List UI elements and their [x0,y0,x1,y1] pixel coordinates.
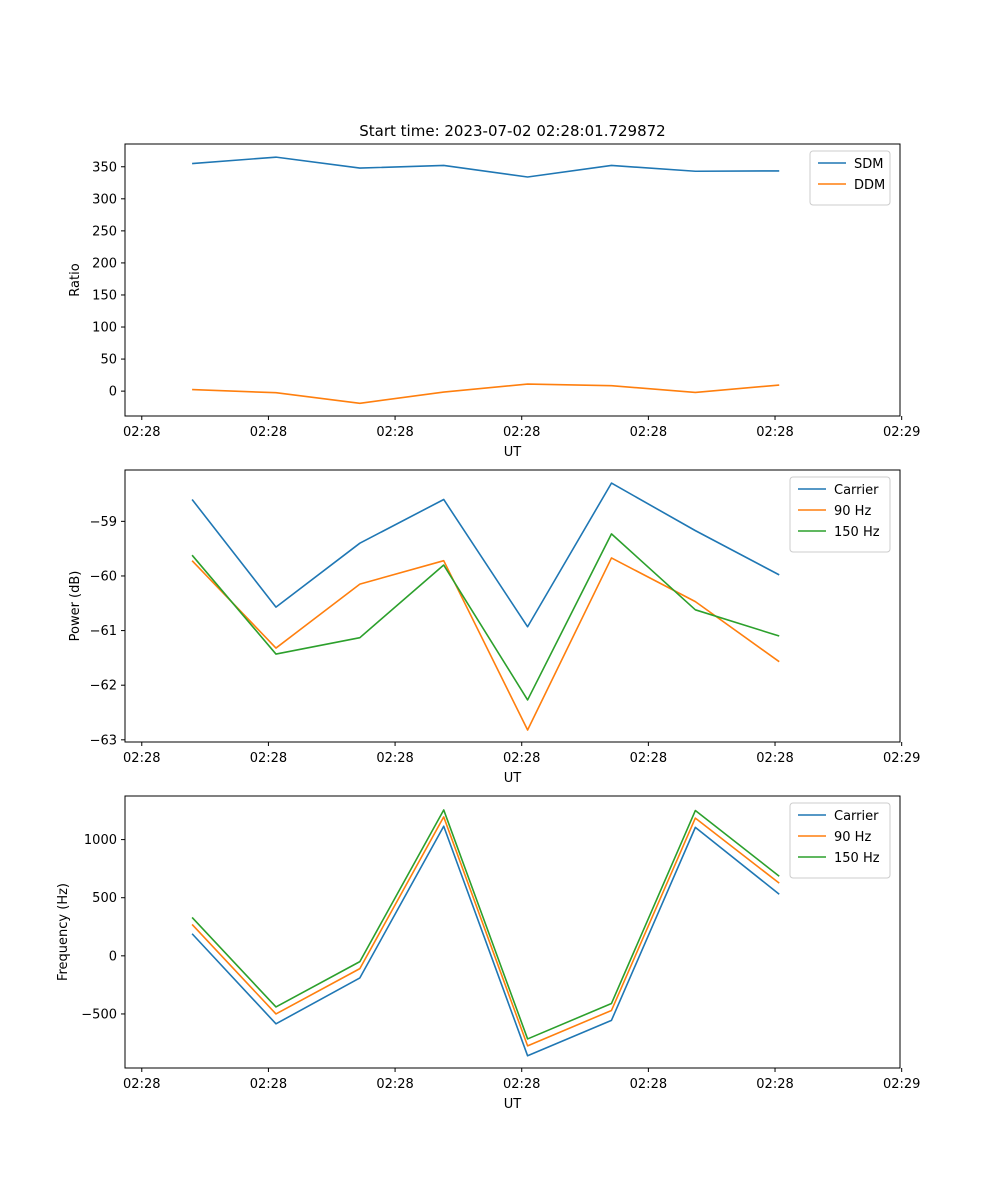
legend-box [789,802,891,879]
x-tick-label: 02:28 [756,1077,793,1092]
x-tick-label: 02:29 [883,751,920,766]
subplot-3: 02:28 02:28 02:28 02:28 02:28 02:28 02:29 −500 0… [56,795,920,1112]
x-tick-label: 02:28 [376,751,413,766]
x-axis-label: UT [504,445,522,460]
x-tick-label: 02:29 [883,425,920,440]
y-tick-label: 250 [92,224,117,239]
y-tick-label: 50 [100,353,117,368]
y-tick-label: −60 [90,569,117,584]
legend-entry: SDM [854,157,883,172]
x-tick-label: 02:28 [756,425,793,440]
y-tick-label: 100 [92,321,117,336]
x-tick-label: 02:28 [503,425,540,440]
legend-box [789,476,891,553]
legend-entry: DDM [854,178,885,193]
series-line-150-hz [191,533,780,701]
x-tick-label: 02:28 [376,1077,413,1092]
x-tick-label: 02:28 [123,425,160,440]
x-tick-label: 02:28 [503,751,540,766]
x-tick-label: 02:28 [630,425,667,440]
axes-frame [124,143,901,417]
y-tick-label: 200 [92,256,117,271]
series-line-carrier [191,825,780,1057]
y-tick-label: −500 [81,1007,117,1022]
series-line-150-hz [191,809,780,1040]
y-tick-label: −63 [90,733,117,748]
y-tick-label: 1000 [84,833,117,848]
y-tick-label: 300 [92,192,117,207]
y-tick-label: 0 [109,385,117,400]
y-tick-label: −62 [90,679,117,694]
y-axis-label: Ratio [68,263,83,296]
series-line-90-hz [191,557,780,731]
x-tick-label: 02:28 [250,425,287,440]
y-tick-label: −61 [90,624,117,639]
series-line-ddm [192,383,780,405]
x-tick-label: 02:29 [883,1077,920,1092]
subplot-2: 02:28 02:28 02:28 02:28 02:28 02:28 02:29 −63 −6… [68,469,920,786]
axes-frame [124,795,901,1069]
subplot-1: 02:28 02:28 02:28 02:28 02:28 02:28 02:29 0 50 10… [68,122,920,460]
series-line-carrier [191,482,780,628]
legend-entry: 150 Hz [834,851,880,866]
y-axis-label: Frequency (Hz) [56,883,71,981]
series-line-90-hz [191,816,780,1047]
legend-entry: 90 Hz [834,830,871,845]
y-tick-label: −59 [90,515,117,530]
y-tick-label: 350 [92,160,117,175]
series-line-sdm [192,156,780,178]
legend-entry: 150 Hz [834,525,880,540]
y-tick-label: 150 [92,288,117,303]
legend-entry: 90 Hz [834,504,871,519]
legend-entry: Carrier [834,809,879,824]
y-tick-label: 0 [109,949,117,964]
x-tick-label: 02:28 [376,425,413,440]
x-tick-label: 02:28 [503,1077,540,1092]
x-axis-label: UT [504,1097,522,1112]
y-axis-label: Power (dB) [68,571,83,642]
x-tick-label: 02:28 [123,751,160,766]
x-axis-label: UT [504,771,522,786]
legend: SDM DDM [809,150,891,206]
axes-frame [124,469,901,743]
x-tick-label: 02:28 [250,751,287,766]
x-tick-label: 02:28 [250,1077,287,1092]
x-tick-label: 02:28 [123,1077,160,1092]
y-tick-label: 500 [92,891,117,906]
legend-entry: Carrier [834,483,879,498]
chart-title: Start time: 2023-07-02 02:28:01.729872 [359,122,665,140]
legend: Carrier 90 Hz 150 Hz [789,476,891,553]
x-tick-label: 02:28 [630,1077,667,1092]
x-tick-label: 02:28 [630,751,667,766]
x-tick-label: 02:28 [756,751,793,766]
legend-box [809,150,891,206]
legend: Carrier 90 Hz 150 Hz [789,802,891,879]
